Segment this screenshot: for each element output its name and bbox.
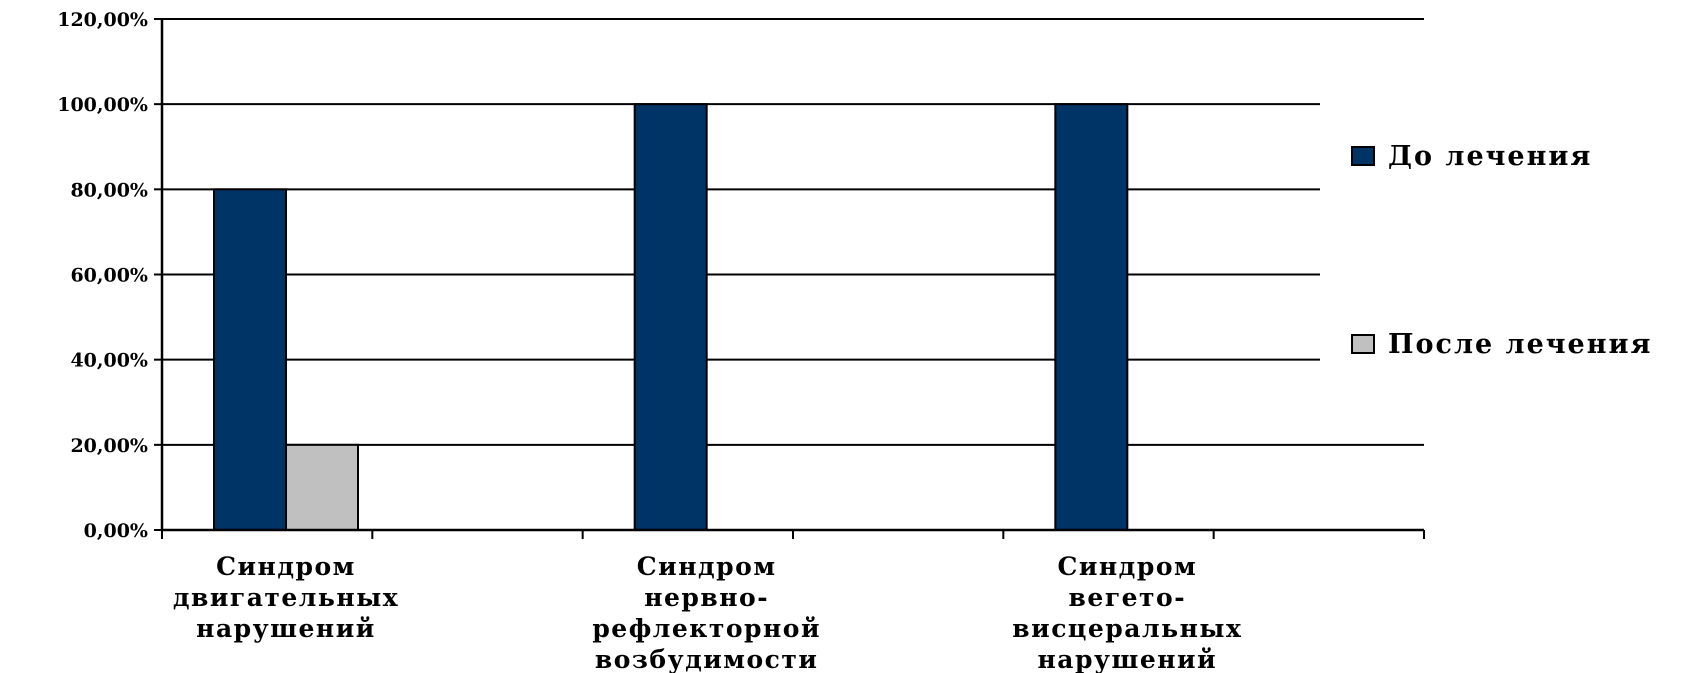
category-label-line: Синдром <box>216 552 356 581</box>
category-label-line: Синдром <box>1057 552 1197 581</box>
category-label-line: нервно- <box>644 583 769 612</box>
bar-before-3 <box>1054 103 1129 532</box>
bar-after-1 <box>285 443 359 532</box>
legend-swatch-1 <box>1351 146 1375 166</box>
y-axis-tick-labels: 0,00% 20,00% 40,00% 60,00% 80,00% 100,00% 120,… <box>57 9 148 542</box>
category-label-1: Синдром двигательных нарушений <box>173 552 399 643</box>
axes <box>154 18 1425 539</box>
category-label-line: висцеральных <box>1012 614 1242 643</box>
bars <box>213 103 1129 532</box>
y-tick-label: 100,00% <box>57 94 148 116</box>
y-tick-label: 20,00% <box>70 435 148 457</box>
legend-swatch-2 <box>1351 334 1375 354</box>
bar-before-1 <box>213 188 287 531</box>
category-label-line: рефлекторной <box>592 614 821 643</box>
category-label-line: возбудимости <box>595 645 819 673</box>
y-tick-label: 40,00% <box>70 350 148 372</box>
y-tick-label: 0,00% <box>84 520 148 542</box>
y-tick-label: 80,00% <box>70 179 148 201</box>
legend-label-1: До лечения <box>1388 141 1592 172</box>
category-label-line: двигательных <box>173 583 399 612</box>
legend: До лечения После лечения <box>1351 141 1652 360</box>
category-label-line: нарушений <box>196 614 376 643</box>
category-label-line: Синдром <box>637 552 777 581</box>
legend-label-2: После лечения <box>1388 329 1652 360</box>
y-tick-label: 60,00% <box>70 265 148 287</box>
gridlines <box>162 18 1424 446</box>
category-label-3: Синдром вегето-висцеральных нарушений <box>1012 552 1242 673</box>
bar-before-2 <box>633 103 708 532</box>
category-label-line: вегето- <box>1069 583 1187 612</box>
category-label-2: Синдром нервно-рефлекторной возбудимости <box>592 552 821 673</box>
category-label-line: нарушений <box>1038 645 1218 673</box>
y-tick-label: 120,00% <box>57 9 148 31</box>
